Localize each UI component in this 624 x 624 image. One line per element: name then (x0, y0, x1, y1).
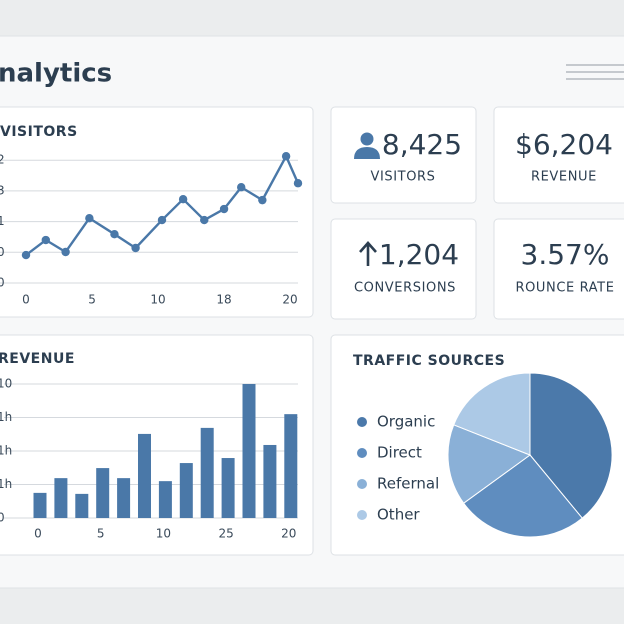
x-tick-label: 18 (216, 293, 231, 307)
y-tick-label: 1h (0, 477, 12, 491)
legend-label: Refernal (377, 475, 439, 493)
kpi-value: $6,204 (515, 128, 613, 161)
menu-icon[interactable] (566, 64, 624, 80)
arrow-up-icon (359, 241, 377, 266)
pie-slice (453, 372, 531, 456)
menu-line (566, 71, 624, 73)
kpi-value: 1,204 (379, 238, 459, 271)
bar (96, 468, 110, 518)
pie-slice (447, 424, 532, 504)
x-tick-label: 20 (282, 293, 297, 307)
y-tick-label: 3 (0, 183, 5, 197)
icon-head (360, 132, 374, 146)
legend-label: Organic (377, 413, 435, 431)
legend-label: Direct (377, 444, 422, 462)
point (178, 194, 188, 204)
legend-swatch (357, 417, 367, 427)
x-tick-label: 0 (22, 293, 30, 307)
point (21, 250, 31, 260)
point (85, 214, 94, 223)
point (41, 235, 51, 245)
x-tick-label: 0 (34, 527, 42, 541)
menu-line (566, 78, 624, 80)
legend-swatch (357, 510, 367, 520)
y-tick-label: 0 (0, 245, 5, 259)
bar (54, 478, 68, 518)
point (157, 215, 167, 225)
chart-title: REVENUE (0, 351, 75, 367)
y-tick-label: 10 (0, 377, 12, 391)
bar (179, 463, 193, 518)
visitors-card (0, 106, 314, 318)
bar (263, 444, 277, 518)
y-tick-label: 1h (0, 410, 12, 424)
x-tick-label: 10 (156, 527, 171, 541)
y-tick-label: 0 (0, 511, 5, 525)
kpi-label: VISITORS (370, 170, 435, 185)
bar (158, 481, 172, 518)
page-title: nalytics (0, 59, 112, 89)
pie-slice (529, 372, 613, 519)
point (61, 247, 70, 257)
bar (75, 493, 89, 518)
kpi-card (493, 218, 624, 320)
legend-swatch (357, 479, 367, 489)
x-tick-label: 10 (150, 293, 165, 307)
legend-label: Other (377, 506, 420, 524)
point (200, 215, 209, 225)
y-tick-label: 0 (0, 276, 5, 290)
bar (33, 492, 47, 518)
legend-swatch (357, 448, 367, 458)
menu-line (566, 64, 624, 66)
point (110, 229, 119, 239)
bar (242, 384, 256, 518)
y-tick-label: 1h (0, 444, 12, 458)
x-tick-label: 5 (97, 527, 105, 541)
kpi-card (493, 106, 624, 204)
point (219, 204, 229, 214)
point (131, 243, 140, 253)
x-tick-label: 25 (218, 527, 233, 541)
chart-title: VISITORS (0, 124, 78, 140)
kpi-card (330, 106, 477, 204)
kpi-value: 3.57% (521, 238, 610, 271)
bar (117, 478, 131, 518)
kpi-label: REVENUE (531, 170, 597, 185)
chart-title: TRAFFIC SOURCES (353, 353, 505, 369)
point (293, 179, 303, 188)
icon-body (354, 147, 380, 159)
user-icon (354, 132, 380, 159)
kpi-label: CONVERSIONS (354, 281, 456, 296)
bar (138, 433, 151, 518)
pie-slice (462, 454, 583, 538)
bar (221, 458, 235, 518)
y-tick-label: 1 (0, 214, 5, 228)
point (258, 195, 267, 205)
point (281, 152, 291, 161)
bar (200, 427, 214, 518)
x-tick-label: 5 (88, 293, 96, 307)
bar (284, 414, 298, 518)
kpi-value: 8,425 (382, 128, 462, 161)
x-tick-label: 20 (281, 527, 296, 541)
point (237, 183, 246, 192)
kpi-label: ROUNCE RATE (515, 281, 614, 296)
y-tick-label: 2 (0, 153, 5, 167)
